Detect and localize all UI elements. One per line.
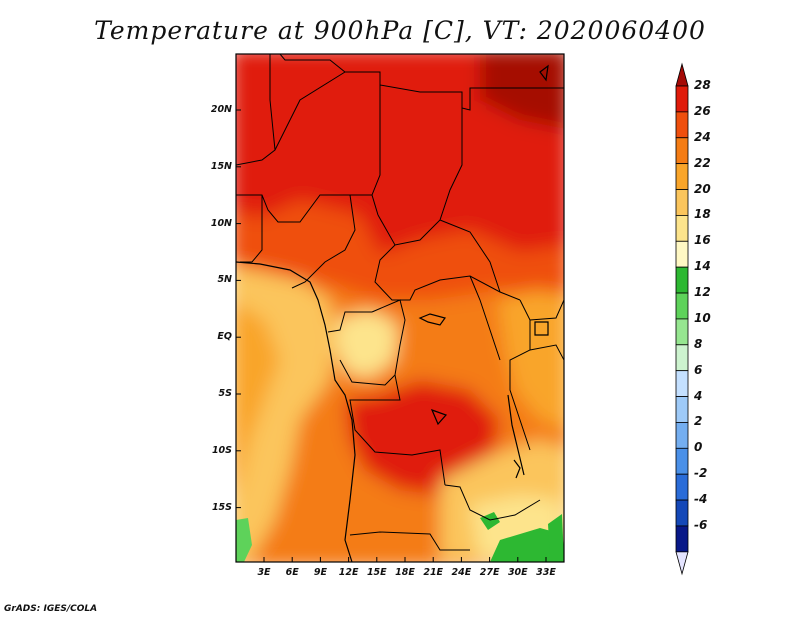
field-sahel-orange	[236, 200, 564, 300]
colorbar-level-label: 4	[694, 388, 703, 403]
lon-tick-label: 15E	[366, 567, 387, 578]
lon-tick-label: 24E	[451, 567, 472, 578]
colorbar-level-label: -6	[694, 517, 708, 532]
field-congo-yellow	[335, 310, 398, 378]
colorbar-swatch	[675, 344, 689, 372]
colorbar-level-label: 2	[694, 414, 703, 429]
colorbar-swatch	[675, 266, 689, 294]
field-ne-hot	[480, 54, 564, 129]
lon-tick-label: 30E	[507, 567, 528, 578]
colorbar-swatch	[675, 525, 689, 553]
colorbar	[675, 62, 689, 576]
field-atlantic-mild	[236, 303, 280, 488]
map-frame	[235, 53, 565, 563]
temperature-field	[236, 54, 564, 562]
colorbar-level-label: 0	[694, 440, 703, 455]
colorbar-swatch	[675, 473, 689, 501]
lat-tick-label: 10N	[210, 217, 232, 229]
lat-tick-label: 10S	[211, 444, 232, 456]
lon-tick-label: 12E	[338, 567, 359, 578]
chart-title: Temperature at 900hPa [C], VT: 202006040…	[94, 16, 706, 45]
colorbar-swatch	[675, 111, 689, 139]
colorbar-swatch	[675, 214, 689, 242]
lon-tick-label: 27E	[479, 567, 500, 578]
lon-tick-label: 33E	[536, 567, 556, 578]
colorbar-swatch	[675, 318, 689, 346]
cool-patches	[236, 512, 564, 562]
colorbar-level-label: 12	[694, 285, 711, 300]
lakes-coast	[236, 64, 549, 562]
colorbar-swatch	[675, 370, 689, 397]
colorbar-level-label: 22	[694, 155, 711, 170]
colorbar-swatch	[675, 137, 689, 165]
colorbar-level-label: -2	[694, 466, 708, 481]
colorbar-swatch	[675, 163, 689, 190]
lon-tick-label: 9E	[313, 567, 327, 578]
colorbar-swatch	[675, 499, 689, 527]
lat-tick-label: 5N	[217, 274, 232, 286]
colorbar-level-label: -4	[694, 492, 708, 507]
colorbar-bottom-arrow	[675, 551, 689, 576]
field-interior-hot	[345, 380, 500, 495]
lat-tick-label: 15N	[210, 160, 232, 172]
lat-tick-label: 5S	[218, 388, 232, 399]
colorbar-level-label: 6	[694, 362, 703, 377]
colorbar-level-label: 18	[694, 207, 711, 222]
colorbar-swatch	[675, 447, 689, 475]
colorbar-swatch	[675, 240, 689, 268]
lat-tick-label: 15S	[211, 501, 232, 513]
country-borders	[236, 54, 564, 551]
axis-tick-marks	[236, 109, 547, 562]
colorbar-level-label: 26	[694, 103, 711, 118]
colorbar-level-label: 16	[694, 233, 711, 248]
lon-tick-label: 6E	[285, 567, 299, 578]
lat-tick-label: 20N	[210, 104, 232, 115]
colorbar-level-label: 10	[694, 310, 711, 325]
colorbar-level-label: 14	[694, 259, 711, 274]
colorbar-swatch	[675, 396, 689, 423]
colorbar-level-label: 28	[694, 78, 711, 92]
colorbar-swatch	[675, 292, 689, 320]
colorbar-swatch	[675, 85, 689, 113]
lon-tick-label: 3E	[257, 567, 271, 578]
footer-credit: GrADS: IGES/COLA	[4, 604, 98, 614]
colorbar-level-label: 20	[694, 181, 711, 196]
colorbar-swatch	[675, 422, 689, 449]
colorbar-level-label: 8	[694, 336, 703, 351]
colorbar-swatch	[675, 189, 689, 216]
lon-tick-label: 18E	[395, 567, 415, 578]
colorbar-level-label: 24	[694, 129, 711, 144]
colorbar-top-arrow	[675, 62, 689, 87]
lon-tick-label: 21E	[423, 567, 444, 578]
lat-tick-label: EQ	[217, 331, 232, 343]
